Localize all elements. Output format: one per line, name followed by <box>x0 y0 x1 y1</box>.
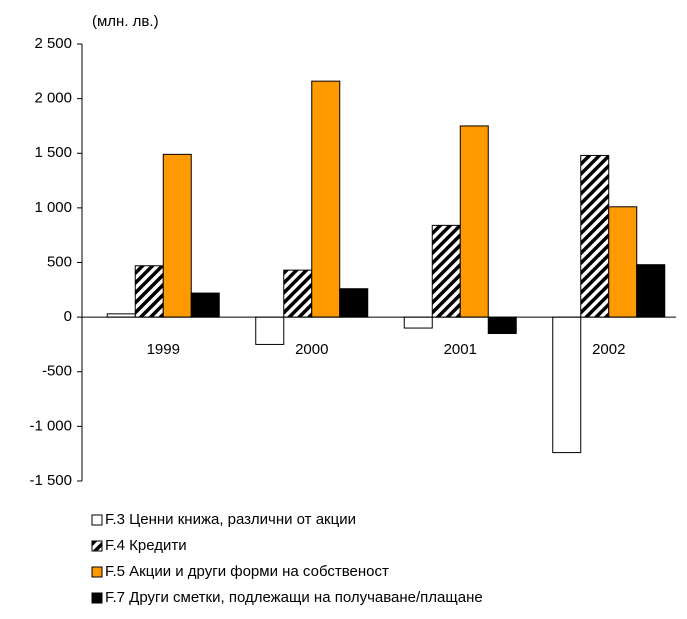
y-tick-label: 1 500 <box>34 144 72 161</box>
bar <box>162 153 192 318</box>
x-tick-label: 2000 <box>295 341 328 358</box>
bar <box>134 265 164 318</box>
bar <box>552 316 582 454</box>
bar <box>255 316 285 345</box>
bar <box>580 154 610 318</box>
legend-swatch <box>91 592 103 604</box>
bar <box>403 316 433 329</box>
bar <box>459 125 489 318</box>
x-tick-label: 2001 <box>444 341 477 358</box>
legend-label: F.3 Ценни книжа, различни от акции <box>105 511 356 528</box>
legend-label: F.4 Кредити <box>105 537 187 554</box>
bar <box>283 269 313 318</box>
y-tick-label: 500 <box>47 253 72 270</box>
bar <box>608 206 638 318</box>
bar <box>339 288 369 318</box>
bar <box>311 80 341 318</box>
y-tick-label: 0 <box>64 308 72 325</box>
y-tick-label: -1 500 <box>29 472 72 489</box>
bar <box>190 292 220 318</box>
legend-label: F.7 Други сметки, подлежащи на получаван… <box>105 589 483 606</box>
x-tick-label: 1999 <box>147 341 180 358</box>
legend-swatch <box>91 566 103 578</box>
y-tick-label: 2 000 <box>34 90 72 107</box>
bar <box>636 264 666 318</box>
legend-swatch <box>91 540 103 552</box>
bar <box>487 316 517 335</box>
unit-label: (млн. лв.) <box>92 13 159 30</box>
y-tick-label: -1 000 <box>29 417 72 434</box>
legend-label: F.5 Акции и други форми на собственост <box>105 563 389 580</box>
y-tick-label: 1 000 <box>34 199 72 216</box>
y-tick-label: -500 <box>42 363 72 380</box>
y-tick-label: 2 500 <box>34 35 72 52</box>
bar <box>431 224 461 318</box>
legend-swatch <box>91 514 103 526</box>
x-tick-label: 2002 <box>592 341 625 358</box>
